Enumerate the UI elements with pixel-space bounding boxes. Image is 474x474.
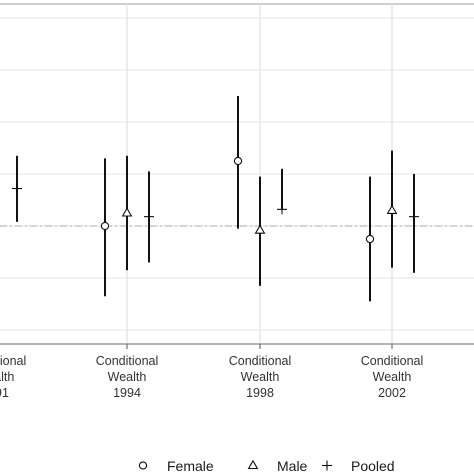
pooled-1-point	[144, 211, 154, 222]
legend-key-female	[138, 461, 148, 470]
x-tick-label-2: Conditional Wealth 1998	[229, 354, 292, 400]
x-axis-labels: Conditional Wealth 1991 Conditional Wealth 19…	[0, 354, 423, 400]
x-tick-label-0-line-1: Wealth	[0, 370, 14, 384]
female-3-point	[365, 234, 375, 244]
x-tick-label-0-line-2: 1991	[0, 386, 9, 400]
male-2-point	[254, 224, 266, 234]
x-tick-label-3-line-0: Conditional	[361, 354, 424, 368]
x-tick-label-3: Conditional Wealth 2002	[361, 354, 424, 400]
x-tick-label-2-line-0: Conditional	[229, 354, 292, 368]
pooled-0-point	[12, 183, 22, 194]
x-tick-label-0-line-0: Conditional	[0, 354, 26, 368]
x-tick-label-1-line-2: 1994	[113, 386, 141, 400]
x-tick-label-0: Conditional Wealth 1991	[0, 354, 26, 400]
x-tick-label-1-line-0: Conditional	[96, 354, 159, 368]
x-tick-label-1-line-1: Wealth	[108, 370, 147, 384]
x-tick-label-2-line-2: 1998	[246, 386, 274, 400]
legend-label-pooled: Pooled	[351, 458, 395, 474]
legend-key-male	[247, 459, 259, 470]
female-1-point	[100, 221, 110, 231]
legend-label-male: Male	[277, 458, 308, 474]
male-3-point	[386, 204, 398, 214]
legend-label-female: Female	[167, 458, 214, 474]
chart-marks	[12, 96, 419, 302]
male-1-point	[121, 207, 133, 217]
x-tick-label-3-line-1: Wealth	[373, 370, 412, 384]
legend-key-pooled	[322, 460, 332, 471]
x-tick-label-2-line-1: Wealth	[241, 370, 280, 384]
legend: Female Male Pooled	[138, 458, 395, 474]
pooled-2-point	[277, 204, 287, 215]
pooled-3-point	[409, 211, 419, 222]
x-tick-label-1: Conditional Wealth 1994	[96, 354, 159, 400]
female-2-point	[233, 156, 243, 166]
x-tick-label-3-line-2: 2002	[378, 386, 406, 400]
